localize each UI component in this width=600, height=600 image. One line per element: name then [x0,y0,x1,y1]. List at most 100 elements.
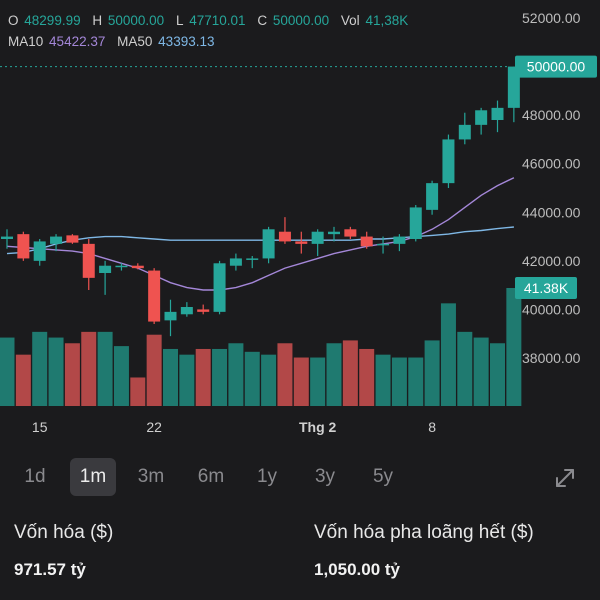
ma50-value: 43393.13 [158,34,215,49]
candle-body [197,309,210,312]
candle-body [311,231,324,244]
expand-icon[interactable] [551,464,579,492]
candle-body [426,183,439,210]
volume-bar [310,357,326,406]
volume-label: Vol [340,13,360,28]
x-tick-label: 15 [32,419,48,435]
range-option-3m[interactable]: 3m [137,466,165,487]
candle-body [393,236,406,244]
candle-body [213,263,226,312]
volume-bar [97,331,113,406]
range-option-1d[interactable]: 1d [24,466,46,487]
candle-body [344,229,357,237]
volume-bar [375,354,391,406]
candle-body [295,241,308,244]
volume-bar [440,303,456,406]
close-value: 50000.00 [272,13,330,28]
y-tick-label: 48000.00 [522,107,581,123]
volume-bar [64,343,80,406]
ma10-label: MA10 [8,34,44,49]
candle-body [164,311,177,321]
high-label: H [92,13,103,28]
open-label: O [8,13,19,28]
volume-bar [179,354,195,406]
ohlc-readout: O 48299.99 H 50000.00 L 47710.01 C 50000… [8,12,416,30]
low-label: L [175,13,184,28]
volume-bar [424,340,440,406]
candle-body [131,265,144,269]
volume-bar [228,343,244,406]
volume-bar [490,343,505,406]
ma50-line [6,226,514,255]
candle-body [360,236,373,247]
volume-badge [515,277,577,299]
volume-badge-label: 41.38K [524,280,569,296]
volume-bar [408,357,424,406]
y-tick-label: 46000.00 [522,156,581,172]
candle-body [148,270,161,322]
range-option-1y[interactable]: 1y [256,466,278,487]
candle-body [475,110,488,125]
volume-value: 41,38K [365,13,409,28]
volume-bar [342,340,358,406]
market-cap-label: Vốn hóa ($) [14,522,114,543]
current-price-label: 50000.00 [527,59,586,75]
market-cap-value: 971.57 tỷ [14,560,86,579]
candle-body [66,235,79,243]
candle-body [1,236,13,239]
candle-body [33,241,46,261]
volume-bar [212,348,228,406]
volume-bar [326,343,342,406]
range-selector: 1d 1m 3m 6m 1y 3y 5y [0,456,600,500]
volume-bar [244,351,260,406]
candle-body [377,243,390,246]
volume-bar [277,343,293,406]
volume-bar [32,331,48,406]
low-value: 47710.01 [189,13,246,28]
close-label: C [257,13,268,28]
candle-body [507,66,520,108]
candle-body [458,124,471,140]
volume-bar [0,337,15,406]
volume-bar [48,337,64,406]
ma-readout: MA10 45422.37 MA50 43393.13 [8,33,214,51]
range-option-5y[interactable]: 5y [372,466,394,487]
volume-bar [146,334,162,406]
candle-body [491,107,504,120]
range-option-3y[interactable]: 3y [314,466,336,487]
volume-bar [457,331,473,406]
candlestick-chart[interactable]: 50000.00 41.38K 52000.00 48000.00 46000.00 44… [0,0,600,440]
candle-body [50,236,63,244]
volume-bar [195,348,211,406]
candle-body [17,234,30,259]
volume-bar [113,346,129,406]
volume-bar [506,288,522,406]
y-tick-label: 40000.00 [522,301,581,317]
y-tick-label: 38000.00 [522,350,581,366]
range-option-1m[interactable]: 1m [70,458,116,496]
volume-bar [81,331,97,406]
candle-body [229,258,242,266]
volume-bar [473,337,489,406]
candle-body [328,231,340,235]
x-tick-label: Thg 2 [299,419,337,435]
fdv-value: 1,050.00 tỷ [314,560,401,579]
x-tick-label: 22 [146,419,162,435]
open-value: 48299.99 [24,13,81,28]
x-tick-label: 8 [428,419,436,435]
volume-bar [130,377,146,406]
candle-body [180,307,193,315]
high-value: 50000.00 [107,13,165,28]
volume-bar [15,354,31,406]
y-tick-label: 52000.00 [522,10,581,26]
volume-bar [391,357,407,406]
fdv-label: Vốn hóa pha loãng hết ($) [314,522,534,543]
range-option-6m[interactable]: 6m [197,466,225,487]
volume-bar [261,354,277,406]
candle-body [99,265,112,273]
current-price-badge [515,55,597,78]
candle-body [409,207,422,239]
price-chart[interactable]: 50000.00 41.38K 52000.00 48000.00 46000.00 44… [0,0,600,440]
ma50-label: MA50 [117,34,153,49]
candle-body [246,258,259,260]
